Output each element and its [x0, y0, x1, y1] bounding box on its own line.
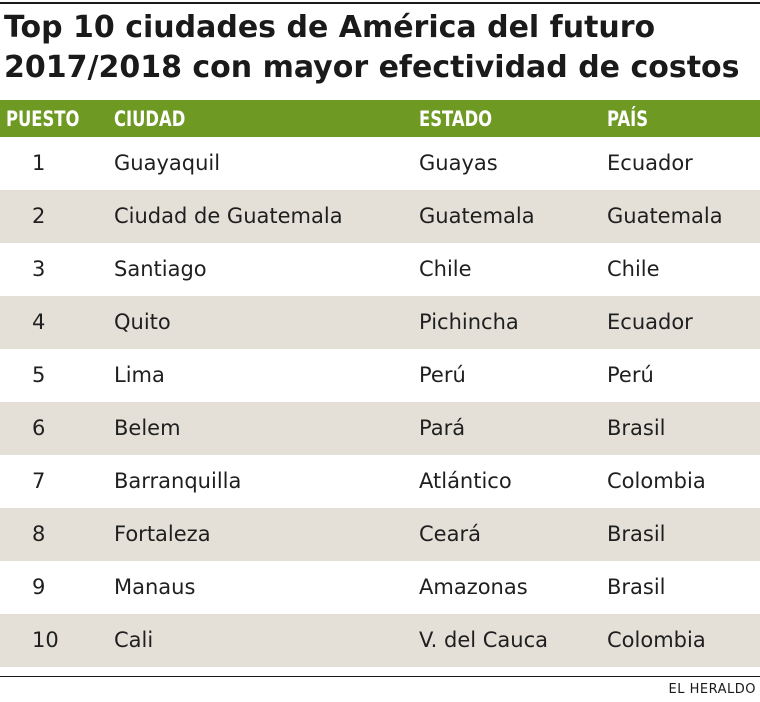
- cell-rank: 9: [32, 575, 46, 599]
- header-puesto: PUESTO: [6, 107, 80, 131]
- table-row: 6 Belem Pará Brasil: [0, 402, 760, 455]
- title-line-2: 2017/2018 con mayor efectividad de costo…: [4, 50, 740, 85]
- table-row: 2 Ciudad de Guatemala Guatemala Guatemal…: [0, 190, 760, 243]
- cell-country: Ecuador: [607, 151, 693, 175]
- cell-city: Santiago: [114, 257, 207, 281]
- cell-city: Guayaquil: [114, 151, 221, 175]
- cell-state: Ceará: [419, 522, 481, 546]
- cell-country: Perú: [607, 363, 654, 387]
- title-line-1: Top 10 ciudades de América del futuro: [4, 10, 656, 45]
- table-row: 7 Barranquilla Atlántico Colombia: [0, 455, 760, 508]
- cell-state: Pichincha: [419, 310, 519, 334]
- cell-state: Pará: [419, 416, 466, 440]
- top-rule: [0, 2, 760, 4]
- cell-city: Fortaleza: [114, 522, 211, 546]
- source-credit: EL HERALDO: [668, 682, 756, 697]
- cell-city: Barranquilla: [114, 469, 242, 493]
- cell-country: Brasil: [607, 416, 666, 440]
- header-estado: ESTADO: [419, 107, 493, 131]
- cell-state: Chile: [419, 257, 472, 281]
- header-ciudad: CIUDAD: [114, 107, 186, 131]
- cell-country: Colombia: [607, 469, 706, 493]
- cell-country: Brasil: [607, 522, 666, 546]
- ranking-table: PUESTO CIUDAD ESTADO PAÍS 1 Guayaquil Gu…: [0, 100, 760, 667]
- cell-city: Cali: [114, 628, 154, 652]
- cell-country: Guatemala: [607, 204, 723, 228]
- cell-state: Guayas: [419, 151, 498, 175]
- chart-title: Top 10 ciudades de América del futuro 20…: [4, 8, 756, 88]
- table-row: 10 Cali V. del Cauca Colombia: [0, 614, 760, 667]
- cell-rank: 1: [32, 151, 46, 175]
- cell-city: Lima: [114, 363, 165, 387]
- cell-rank: 2: [32, 204, 46, 228]
- cell-city: Manaus: [114, 575, 196, 599]
- table-row: 3 Santiago Chile Chile: [0, 243, 760, 296]
- cell-state: Guatemala: [419, 204, 535, 228]
- cell-rank: 7: [32, 469, 46, 493]
- cell-country: Brasil: [607, 575, 666, 599]
- cell-country: Colombia: [607, 628, 706, 652]
- cell-country: Ecuador: [607, 310, 693, 334]
- cell-city: Belem: [114, 416, 181, 440]
- table-row: 9 Manaus Amazonas Brasil: [0, 561, 760, 614]
- table-row: 4 Quito Pichincha Ecuador: [0, 296, 760, 349]
- table-row: 5 Lima Perú Perú: [0, 349, 760, 402]
- cell-rank: 10: [32, 628, 59, 652]
- cell-rank: 5: [32, 363, 46, 387]
- cell-city: Quito: [114, 310, 171, 334]
- cell-rank: 6: [32, 416, 46, 440]
- table-row: 8 Fortaleza Ceará Brasil: [0, 508, 760, 561]
- table-header: PUESTO CIUDAD ESTADO PAÍS: [0, 100, 760, 137]
- cell-city: Ciudad de Guatemala: [114, 204, 343, 228]
- cell-state: Perú: [419, 363, 466, 387]
- cell-state: Amazonas: [419, 575, 528, 599]
- cell-rank: 3: [32, 257, 46, 281]
- table-row: 1 Guayaquil Guayas Ecuador: [0, 137, 760, 190]
- cell-state: V. del Cauca: [419, 628, 549, 652]
- cell-rank: 8: [32, 522, 46, 546]
- bottom-rule: [0, 676, 760, 677]
- cell-country: Chile: [607, 257, 660, 281]
- cell-rank: 4: [32, 310, 46, 334]
- header-pais: PAÍS: [607, 107, 649, 131]
- cell-state: Atlántico: [419, 469, 512, 493]
